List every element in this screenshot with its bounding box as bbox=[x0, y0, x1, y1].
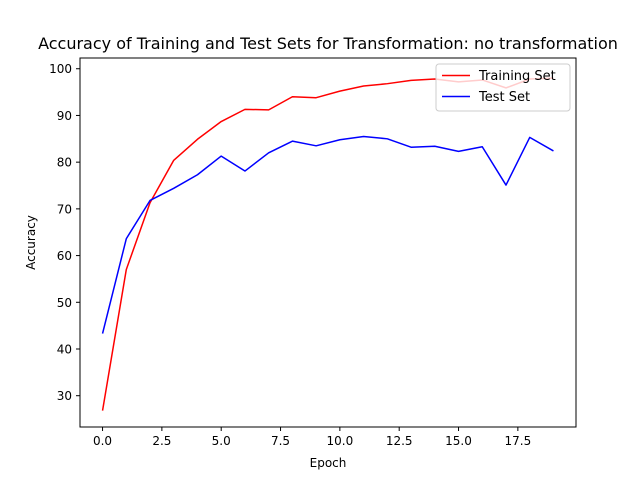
legend-label-test-set: Test Set bbox=[478, 90, 530, 105]
y-tick-label: 70 bbox=[57, 202, 72, 216]
y-axis: 30 40 50 60 70 80 90 100 bbox=[49, 62, 80, 403]
plot-area bbox=[79, 57, 577, 428]
y-tick-label: 90 bbox=[57, 109, 72, 123]
chart-title: Accuracy of Training and Test Sets for T… bbox=[38, 34, 618, 53]
x-tick-label: 0.0 bbox=[93, 434, 112, 448]
y-axis-label: Accuracy bbox=[24, 215, 38, 270]
x-tick-label: 12.5 bbox=[386, 434, 413, 448]
series-line-test-set bbox=[101, 135, 554, 334]
y-tick-label: 50 bbox=[57, 296, 72, 310]
y-tick-label: 80 bbox=[57, 156, 72, 170]
y-tick-label: 30 bbox=[57, 389, 72, 403]
y-tick-label: 60 bbox=[57, 249, 72, 263]
x-axis-label: Epoch bbox=[310, 456, 347, 470]
y-tick-label: 100 bbox=[49, 62, 72, 76]
legend-label-training-set: Training Set bbox=[478, 69, 556, 84]
legend: Training Set Test Set bbox=[435, 63, 571, 112]
x-tick-label: 15.0 bbox=[445, 434, 472, 448]
x-axis: 0.0 2.5 5.0 7.5 10.0 12.5 15.0 17.5 bbox=[93, 427, 531, 448]
x-tick-label: 17.5 bbox=[504, 434, 531, 448]
y-tick-label: 40 bbox=[57, 342, 72, 356]
x-tick-label: 7.5 bbox=[271, 434, 290, 448]
x-tick-label: 5.0 bbox=[212, 434, 231, 448]
x-tick-label: 2.5 bbox=[152, 434, 171, 448]
x-tick-label: 10.0 bbox=[327, 434, 354, 448]
